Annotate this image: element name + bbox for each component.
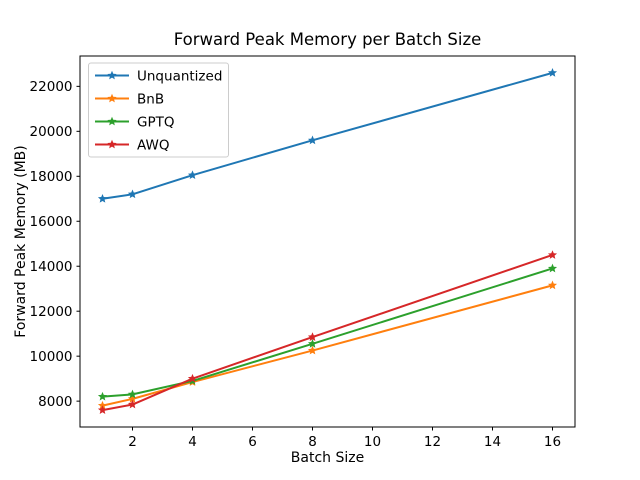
legend-label: Unquantized: [137, 68, 222, 84]
y-tick-label: 16000: [30, 214, 73, 230]
data-point-marker-bnb: [127, 394, 138, 403]
plot-area: 2 4 6 8 10 12 14 16 8000 10000 12000 14000 16000 1800…: [30, 55, 576, 450]
series-lines: [97, 68, 558, 415]
y-tick-label: 8000: [38, 394, 72, 410]
legend-marker: [107, 93, 117, 103]
legend-label: GPTQ: [137, 114, 174, 130]
legend: Unquantized BnB GPTQ AWQ: [88, 62, 229, 158]
y-tick-label: 12000: [30, 304, 73, 320]
data-point-marker-unquantized: [127, 189, 138, 199]
x-tick-label: 12: [424, 434, 441, 450]
legend-marker: [107, 116, 117, 126]
y-axis-label: Forward Peak Memory (MB): [13, 145, 29, 337]
plot-border: [79, 55, 576, 428]
y-tick-label: 14000: [30, 259, 73, 275]
data-point-marker-awq: [97, 405, 108, 415]
data-point-marker-unquantized: [97, 193, 108, 203]
x-tick-label: 6: [248, 434, 257, 450]
chart-title: Forward Peak Memory per Batch Size: [174, 30, 482, 49]
data-point-marker-awq: [187, 373, 198, 383]
y-tick-label: 22000: [30, 79, 73, 95]
data-point-marker-gptq: [127, 389, 138, 399]
x-axis-label: Batch Size: [291, 450, 364, 466]
y-tick-label: 20000: [30, 124, 73, 140]
legend-box: [88, 62, 229, 158]
data-point-marker-gptq: [97, 391, 108, 401]
data-point-marker-awq: [307, 332, 318, 341]
data-point-marker-awq: [127, 399, 138, 409]
x-tick-label: 14: [484, 434, 501, 450]
data-point-marker-unquantized: [547, 68, 558, 77]
data-point-marker-gptq: [547, 263, 558, 273]
legend-label: AWQ: [137, 137, 169, 153]
data-point-marker-bnb: [547, 280, 558, 290]
legend-marker: [107, 70, 117, 80]
data-point-marker-bnb: [307, 345, 318, 355]
legend-label: BnB: [137, 91, 164, 107]
legend-marker: [107, 139, 117, 149]
data-point-marker-bnb: [97, 400, 108, 410]
x-tick-label: 10: [364, 434, 381, 450]
x-tick-label: 2: [128, 434, 137, 450]
data-point-marker-awq: [547, 250, 558, 259]
y-tick-label: 18000: [30, 169, 73, 185]
x-tick-label: 4: [188, 434, 197, 450]
data-point-marker-unquantized: [307, 135, 318, 145]
y-tick-label: 10000: [30, 349, 73, 365]
data-point-marker-unquantized: [187, 170, 198, 180]
x-tick-label: 16: [544, 434, 561, 450]
data-point-marker-gptq: [307, 339, 318, 348]
x-tick-label: 8: [308, 434, 317, 450]
